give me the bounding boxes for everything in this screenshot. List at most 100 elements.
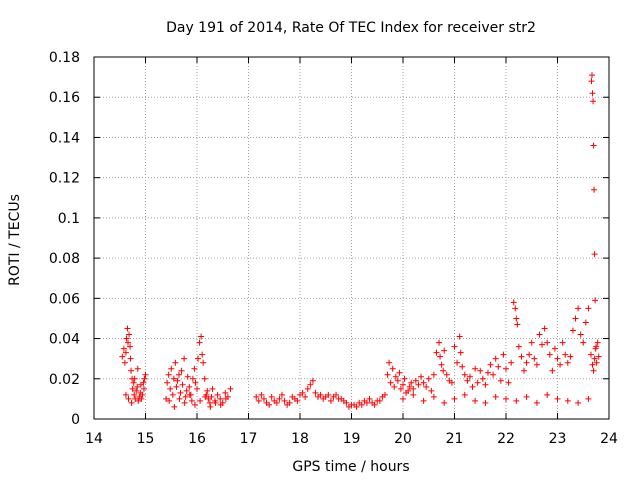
data-point [544, 339, 551, 346]
data-point [165, 371, 172, 378]
data-point [181, 399, 188, 406]
data-point [183, 387, 190, 394]
data-point [569, 327, 576, 334]
grid-lines [94, 57, 609, 419]
data-point [533, 399, 540, 406]
x-tick-label: 15 [137, 431, 155, 447]
data-point [588, 78, 595, 85]
data-point [433, 349, 440, 356]
data-point [172, 359, 179, 366]
x-tick-label: 14 [85, 431, 103, 447]
data-point [122, 349, 129, 356]
data-point [590, 98, 597, 105]
data-point [133, 387, 140, 394]
y-tick-label: 0.16 [49, 90, 80, 106]
data-point [304, 385, 311, 392]
data-point [474, 379, 481, 386]
data-point [184, 373, 191, 380]
data-point [526, 351, 533, 358]
y-axis-label: ROTI / TECUs [7, 194, 23, 286]
data-point [523, 393, 530, 400]
data-point [268, 393, 275, 400]
data-point [142, 371, 149, 378]
data-point [410, 391, 417, 398]
data-point [577, 331, 584, 338]
data-point [129, 385, 136, 392]
data-point [415, 381, 422, 388]
data-point [536, 331, 543, 338]
data-point [575, 305, 582, 312]
data-point [195, 355, 202, 362]
data-point [258, 391, 265, 398]
data-point [497, 377, 504, 384]
data-point [441, 347, 448, 354]
data-point [137, 381, 144, 388]
data-point [307, 381, 314, 388]
data-point [589, 72, 596, 79]
data-point [464, 377, 471, 384]
data-point [171, 403, 178, 410]
x-tick-label: 23 [549, 431, 567, 447]
data-point [461, 371, 468, 378]
data-point [554, 355, 561, 362]
data-point [591, 251, 598, 258]
data-point [384, 371, 391, 378]
data-point [500, 351, 507, 358]
data-point [508, 359, 515, 366]
x-tick-label: 21 [446, 431, 464, 447]
data-point [466, 373, 473, 380]
data-point [127, 343, 134, 350]
data-point [366, 395, 373, 402]
data-point [451, 343, 458, 350]
data-point [551, 345, 558, 352]
data-point [178, 367, 185, 374]
data-point [122, 391, 129, 398]
data-point [134, 383, 141, 390]
data-point [208, 393, 215, 400]
data-point [173, 383, 180, 390]
data-point [585, 395, 592, 402]
y-tick-label: 0.02 [49, 372, 80, 388]
data-point [130, 379, 137, 386]
data-point [438, 361, 445, 368]
data-point [572, 315, 579, 322]
data-point [418, 373, 425, 380]
data-point [138, 395, 145, 402]
data-point [164, 379, 171, 386]
x-tick-label: 19 [343, 431, 361, 447]
data-point [559, 339, 566, 346]
data-point [127, 355, 134, 362]
data-point [482, 399, 489, 406]
data-point [531, 355, 538, 362]
data-point [294, 397, 301, 404]
data-point [140, 385, 147, 392]
data-point [198, 333, 205, 340]
data-point [539, 341, 546, 348]
y-tick-labels: 0 0.02 0.04 0.06 0.08 0.1 0.12 0.14 0.16 0.18 [49, 50, 80, 428]
data-point [128, 399, 135, 406]
data-point [128, 367, 135, 374]
data-point [567, 353, 574, 360]
data-point [549, 367, 556, 374]
data-point [521, 367, 528, 374]
data-point [412, 377, 419, 384]
data-point [472, 365, 479, 372]
y-tick-label: 0.04 [49, 332, 80, 348]
data-point [575, 399, 582, 406]
data-point [590, 367, 597, 374]
data-point [299, 389, 306, 396]
x-tick-label: 17 [240, 431, 258, 447]
data-point [503, 365, 509, 372]
data-point [186, 391, 193, 398]
data-point [253, 393, 260, 400]
data-point [387, 379, 394, 386]
y-tick-label: 0.1 [58, 211, 80, 227]
data-point [309, 377, 316, 384]
data-point [456, 333, 463, 340]
data-point [461, 391, 468, 398]
data-point [206, 399, 213, 406]
y-tick-label: 0.12 [49, 171, 80, 187]
data-points [119, 72, 602, 410]
data-point [302, 393, 309, 400]
data-point [381, 391, 388, 398]
